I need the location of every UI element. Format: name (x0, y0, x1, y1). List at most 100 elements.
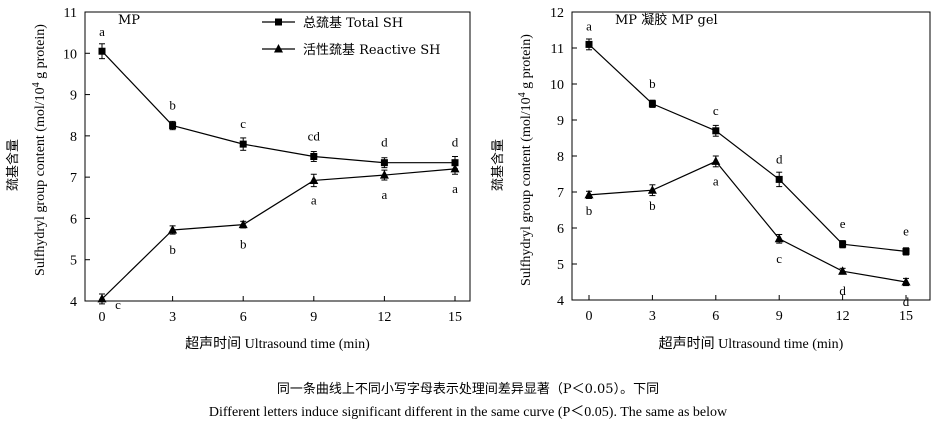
data-point-triangle (97, 293, 107, 303)
data-point-square (169, 122, 177, 130)
y-axis-label-cn: 巯基含量 (5, 139, 21, 191)
significance-label: a (311, 192, 317, 207)
data-point-square (648, 100, 656, 108)
significance-label: a (586, 18, 592, 33)
legend-triangle-marker (274, 44, 283, 53)
data-point-square (239, 140, 247, 148)
data-point-triangle (838, 266, 848, 275)
legend-label: 活性巯基 Reactive SH (303, 43, 440, 58)
significance-label: b (169, 242, 176, 257)
y-tick-label: 11 (64, 6, 77, 21)
significance-label: c (776, 251, 782, 266)
caption-chinese: 同一条曲线上不同小写字母表示处理间差异显著（P＜0.05）。下同 (276, 382, 660, 397)
significance-label: e (903, 223, 909, 238)
series-reactive-sh: b b a c d d (584, 155, 911, 309)
legend-label: 总巯基 Total SH (303, 16, 403, 31)
data-point-square (451, 159, 459, 167)
data-point-square (902, 247, 910, 255)
x-axis-label: 超声时间 Ultrasound time (min) (185, 336, 370, 352)
series-line (588, 43, 907, 252)
significance-label: d (839, 283, 846, 298)
significance-label: a (99, 24, 105, 39)
data-point-square (585, 40, 593, 48)
data-point-triangle (379, 170, 389, 179)
y-tick-label: 11 (551, 42, 564, 57)
x-tick-label: 15 (448, 310, 462, 325)
data-point-triangle (238, 219, 248, 229)
series-reactive-sh: c b b a a a (97, 163, 460, 312)
data-point-square (839, 240, 847, 248)
legend-square-marker (275, 18, 282, 26)
plot-frame (84, 11, 471, 302)
chart-panel-2: 4 5 6 7 8 9 10 11 12 0 3 6 9 12 15 超声时间 Ultrasound time… (490, 6, 931, 352)
data-point-square (310, 153, 318, 160)
series-line (101, 168, 456, 300)
y-tick-label: 9 (557, 114, 564, 129)
y-tick-label: 4 (557, 294, 564, 309)
y-tick-label: 5 (70, 254, 77, 269)
x-tick-label: 3 (169, 310, 176, 325)
data-point-square (775, 175, 783, 183)
series-line (101, 50, 455, 164)
significance-label: b (586, 203, 593, 218)
y-tick-label: 10 (63, 47, 77, 62)
x-tick-label: 0 (586, 309, 593, 324)
x-tick-label: 6 (712, 309, 719, 324)
chart-title: MP (118, 13, 140, 28)
significance-label: e (840, 216, 846, 231)
y-axis-label-cn: 巯基含量 (490, 139, 506, 191)
y-tick-label: 5 (557, 258, 564, 273)
y-tick-label: 12 (550, 6, 564, 21)
significance-label: a (382, 187, 388, 202)
y-tick-label: 7 (70, 171, 77, 186)
data-point-triangle (711, 156, 721, 165)
data-point-square (712, 127, 720, 135)
significance-label: d (903, 294, 910, 309)
significance-label: b (649, 198, 656, 213)
data-point-square (98, 47, 106, 55)
x-tick-label: 9 (310, 310, 317, 325)
significance-label: c (713, 103, 719, 118)
x-tick-label: 12 (836, 309, 850, 324)
y-tick-label: 8 (557, 150, 564, 165)
significance-label: c (240, 116, 246, 131)
y-axis-label: Sulfhydryl group content (mol/104 g prot… (31, 24, 48, 276)
series-line (588, 160, 907, 283)
data-point-triangle (774, 233, 784, 243)
significance-label: d (452, 135, 459, 150)
significance-label: b (649, 76, 656, 91)
significance-label: a (452, 181, 458, 196)
y-tick-label: 7 (557, 186, 564, 201)
data-point-triangle (647, 185, 657, 194)
significance-label: d (381, 135, 388, 150)
y-tick-label: 6 (557, 222, 564, 237)
data-point-triangle (168, 224, 178, 234)
data-point-square (380, 159, 388, 167)
series-total-sh: a b c d e e (585, 18, 910, 256)
y-tick-label: 4 (70, 295, 77, 310)
caption-english: Different letters induce significant dif… (208, 405, 728, 420)
data-point-triangle (450, 163, 460, 173)
x-axis-label: 超声时间 Ultrasound time (min) (659, 336, 844, 352)
y-tick-label: 8 (70, 130, 77, 145)
chart-panel-1: 4 5 6 7 8 9 10 11 0 3 6 9 12 15 超声时间 Ultrasound time (… (5, 6, 471, 352)
x-tick-label: 12 (377, 310, 391, 325)
significance-label: c (115, 297, 121, 312)
x-tick-label: 0 (99, 310, 106, 325)
chart-title: MP 凝胶 MP gel (615, 12, 718, 28)
x-tick-label: 6 (240, 310, 247, 325)
y-tick-label: 9 (70, 89, 77, 104)
y-tick-label: 6 (70, 212, 77, 227)
data-point-triangle (901, 277, 911, 286)
x-tick-label: 15 (899, 309, 913, 324)
legend: 总巯基 Total SH 活性巯基 Reactive SH (262, 16, 440, 58)
plot-frame (571, 11, 931, 301)
significance-label: b (240, 237, 247, 252)
significance-label: d (776, 151, 783, 166)
data-point-triangle (584, 189, 594, 199)
x-tick-label: 9 (776, 309, 783, 324)
x-tick-label: 3 (649, 309, 656, 324)
significance-label: cd (308, 129, 321, 144)
significance-label: a (713, 173, 719, 188)
